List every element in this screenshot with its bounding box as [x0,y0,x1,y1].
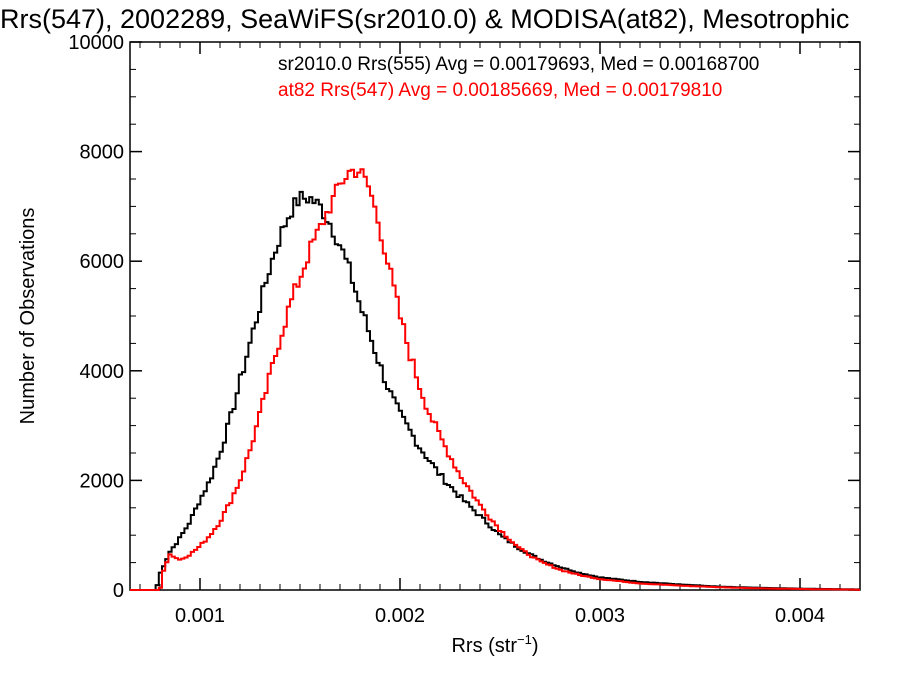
x-axis-label-main: Rrs (str [451,635,517,657]
y-tick-label: 4000 [80,361,125,383]
series-line-1 [130,168,860,591]
legend-entry-at82: at82 Rrs(547) Avg = 0.00185669, Med = 0.… [278,80,722,101]
x-tick-label: 0.003 [575,605,625,627]
x-axis-label-sup: −1 [517,632,532,647]
series-line-0 [130,190,860,591]
y-tick-label: 0 [113,580,124,602]
x-axis-label-close: ) [532,635,539,657]
x-tick-label: 0.002 [375,605,425,627]
y-tick-label: 8000 [80,142,125,164]
y-tick-label: 6000 [80,251,125,273]
y-axis-label: Number of Observations [17,208,39,425]
series-group [130,168,860,591]
chart-title: Rrs(547), 2002289, SeaWiFS(sr2010.0) & M… [0,4,849,34]
plot-frame [129,41,861,591]
y-tick-label: 2000 [80,470,125,492]
x-tick-label: 0.001 [175,605,225,627]
y-tick-label: 10000 [68,32,124,54]
y-axis: 0 2000 4000 6000 8000 10000 [68,32,860,602]
legend-entry-sr2010: sr2010.0 Rrs(555) Avg = 0.00179693, Med … [278,54,759,75]
legend: sr2010.0 Rrs(555) Avg = 0.00179693, Med … [278,54,759,101]
x-tick-label: 0.004 [775,605,825,627]
x-axis: 0.001 0.002 0.003 0.004 [139,42,861,627]
x-axis-label: Rrs (str−1) [451,632,538,657]
